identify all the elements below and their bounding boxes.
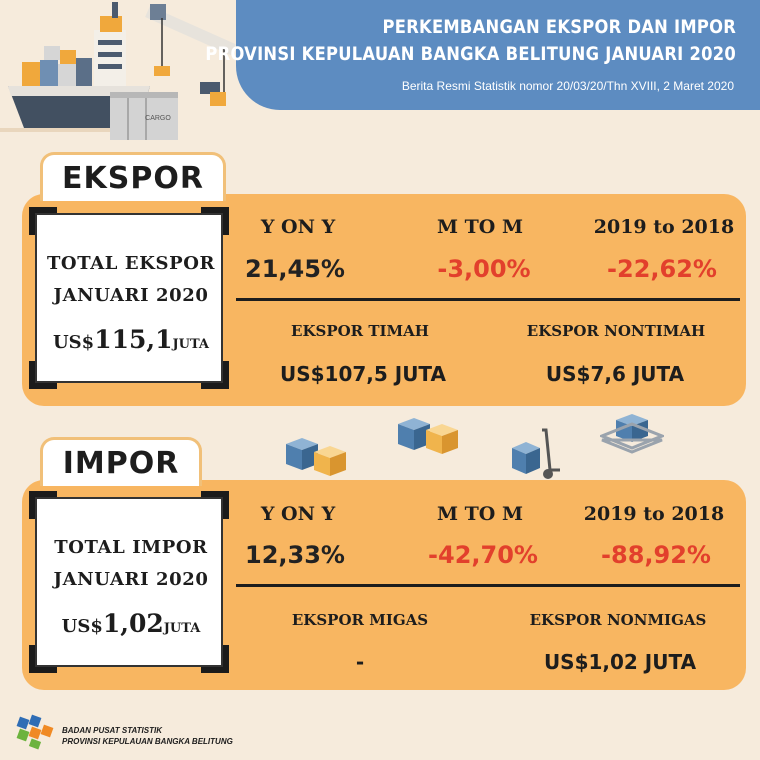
ekspor-mtm-label: M TO M [437,216,523,238]
ekspor-divider [236,298,740,301]
cargo-ship-illustration: CARGO [0,2,236,140]
ekspor-mtm-value: -3,00% [437,255,531,283]
ekspor-total-label-1: TOTAL EKSPOR [46,253,216,274]
impor-divider [236,584,740,587]
impor-total-currency: US$ [61,616,103,637]
ekspor-total-currency: US$ [52,332,95,353]
ekspor-timah-value: US$107,5 JUTA [279,362,447,386]
impor-mtm-value: -42,70% [428,541,538,569]
impor-yoy-value: 12,33% [245,541,345,569]
impor-mtm-label: M TO M [437,503,523,525]
container-label: CARGO [145,115,171,122]
ekspor-total-label-2: JANUARI 2020 [53,285,209,306]
header-title-line1: PERKEMBANGAN EKSPOR DAN IMPOR [382,16,736,38]
impor-tab: IMPOR [40,437,202,486]
ekspor-total-box: TOTAL EKSPOR JANUARI 2020 US$115,1JUTA [29,207,229,389]
header-title-line2: PROVINSI KEPULAUAN BANGKA BELITUNG JANUA… [205,43,736,65]
ekspor-nontimah-value: US$7,6 JUTA [545,362,685,386]
impor-total-unit: JUTA [163,621,201,636]
bps-logo [16,714,54,750]
impor-annual-value: -88,92% [601,541,711,569]
impor-total-label-1: TOTAL IMPOR [54,537,208,558]
impor-total-number: 1,02 [102,609,164,638]
ekspor-nontimah-label: EKSPOR NONTIMAH [526,322,706,340]
pallet-icon [600,414,664,454]
boxes-icon [398,418,458,454]
ekspor-total-number: 115,1 [94,325,173,354]
ekspor-yoy-label: Y ON Y [260,216,336,238]
ekspor-tab: EKSPOR [40,152,226,201]
ekspor-yoy-value: 21,45% [245,255,345,283]
impor-nonmigas-value: US$1,02 JUTA [543,650,697,674]
hand-truck-icon [512,428,560,479]
footer-org-region: PROVINSI KEPULAUAN BANGKA BELITUNG [62,737,233,746]
ekspor-timah-label: EKSPOR TIMAH [291,322,429,340]
ekspor-annual-value: -22,62% [607,255,717,283]
header-banner [236,0,760,110]
header-subtitle: Berita Resmi Statistik nomor 20/03/20/Th… [401,79,734,93]
ekspor-total-unit: JUTA [172,337,210,352]
impor-nonmigas-label: EKSPOR NONMIGAS [529,611,707,629]
impor-annual-label: 2019 to 2018 [583,503,725,525]
ekspor-total-value: US$115,1JUTA [37,325,225,354]
impor-yoy-label: Y ON Y [260,503,336,525]
ekspor-annual-label: 2019 to 2018 [593,216,735,238]
impor-migas-label: EKSPOR MIGAS [291,611,429,629]
footer-org-name: BADAN PUSAT STATISTIK [62,726,162,735]
impor-total-box: TOTAL IMPOR JANUARI 2020 US$1,02JUTA [29,491,229,673]
impor-total-value: US$1,02JUTA [37,609,225,638]
boxes-icon-2 [286,438,346,476]
impor-total-label-2: JANUARI 2020 [53,569,209,590]
impor-migas-value: - [355,650,365,674]
